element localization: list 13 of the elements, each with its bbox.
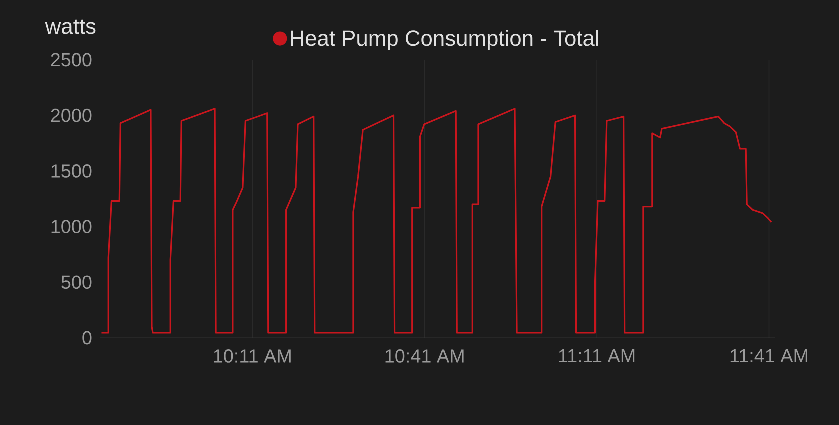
y-tick-label: 2500 — [51, 53, 92, 67]
x-tick-label: 11:41 AM — [730, 350, 808, 363]
y-axis-title: watts — [45, 20, 96, 34]
y-tick-label: 0 — [82, 331, 92, 345]
y-tick-label: 1500 — [52, 164, 92, 178]
y-tick-label: 1000 — [52, 220, 92, 234]
x-tick-label: 10:11 AM — [214, 350, 291, 363]
y-tick-label: 2000 — [51, 108, 92, 122]
line-series — [100, 108, 772, 334]
x-tick-label: 10:41 AM — [386, 350, 464, 363]
x-tick-label: 11:11 AM — [559, 350, 635, 363]
y-tick-label: 500 — [62, 276, 92, 290]
legend-label: Heat Pump Consumption - Total — [291, 30, 598, 51]
